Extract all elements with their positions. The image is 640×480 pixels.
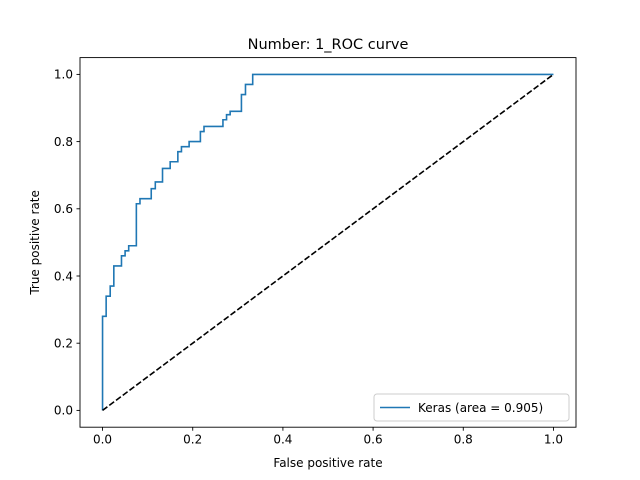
- y-axis-ticks: 0.0 0.2 0.4 0.6 0.8 1.0: [54, 68, 80, 418]
- y-axis-label: True positive rate: [28, 190, 42, 296]
- y-tick-label: 1.0: [54, 68, 73, 82]
- x-tick-label: 0.0: [93, 433, 112, 447]
- x-axis-ticks: 0.0 0.2 0.4 0.6 0.8 1.0: [93, 427, 563, 447]
- y-tick-label: 0.6: [54, 202, 73, 216]
- plot-frame: [79, 57, 577, 428]
- chart-title: Number: 1_ROC curve: [248, 37, 409, 53]
- x-tick-label: 0.8: [454, 433, 473, 447]
- x-tick-label: 1.0: [544, 433, 563, 447]
- legend-box: [373, 393, 570, 422]
- roc-curve-line: [101, 73, 554, 411]
- legend-label-keras: Keras (area = 0.905): [418, 401, 543, 415]
- legend: Keras (area = 0.905): [373, 393, 570, 422]
- y-tick-label: 0.0: [54, 404, 73, 418]
- x-axis-label: False positive rate: [273, 456, 382, 470]
- y-tick-label: 0.4: [54, 269, 73, 283]
- x-tick-label: 0.4: [273, 433, 292, 447]
- x-tick-label: 0.2: [183, 433, 202, 447]
- series-layer: [101, 73, 554, 412]
- y-tick-label: 0.2: [54, 337, 73, 351]
- x-tick-label: 0.6: [364, 433, 383, 447]
- chance-diagonal-line: [102, 73, 554, 412]
- y-tick-label: 0.8: [54, 135, 73, 149]
